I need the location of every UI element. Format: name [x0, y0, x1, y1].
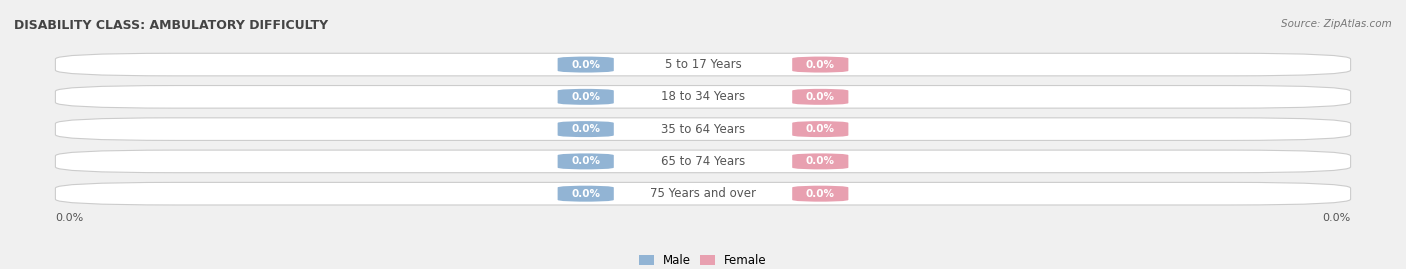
Text: 65 to 74 Years: 65 to 74 Years — [661, 155, 745, 168]
Text: DISABILITY CLASS: AMBULATORY DIFFICULTY: DISABILITY CLASS: AMBULATORY DIFFICULTY — [14, 19, 328, 32]
Text: 75 Years and over: 75 Years and over — [650, 187, 756, 200]
FancyBboxPatch shape — [55, 118, 1351, 140]
Legend: Male, Female: Male, Female — [634, 249, 772, 269]
FancyBboxPatch shape — [558, 89, 614, 105]
FancyBboxPatch shape — [55, 86, 1351, 108]
Text: 35 to 64 Years: 35 to 64 Years — [661, 123, 745, 136]
Text: 0.0%: 0.0% — [571, 59, 600, 70]
Text: Source: ZipAtlas.com: Source: ZipAtlas.com — [1281, 19, 1392, 29]
Text: 0.0%: 0.0% — [55, 213, 83, 223]
Text: 0.0%: 0.0% — [571, 92, 600, 102]
FancyBboxPatch shape — [558, 186, 614, 202]
Text: 0.0%: 0.0% — [806, 124, 835, 134]
Text: 0.0%: 0.0% — [806, 189, 835, 199]
Text: 0.0%: 0.0% — [571, 156, 600, 167]
FancyBboxPatch shape — [55, 182, 1351, 205]
Text: 5 to 17 Years: 5 to 17 Years — [665, 58, 741, 71]
Text: 18 to 34 Years: 18 to 34 Years — [661, 90, 745, 103]
FancyBboxPatch shape — [55, 150, 1351, 173]
FancyBboxPatch shape — [792, 186, 848, 202]
FancyBboxPatch shape — [792, 89, 848, 105]
FancyBboxPatch shape — [792, 121, 848, 137]
FancyBboxPatch shape — [558, 153, 614, 169]
Text: 0.0%: 0.0% — [806, 156, 835, 167]
FancyBboxPatch shape — [55, 53, 1351, 76]
Text: 0.0%: 0.0% — [806, 59, 835, 70]
Text: 0.0%: 0.0% — [806, 92, 835, 102]
Text: 0.0%: 0.0% — [571, 124, 600, 134]
FancyBboxPatch shape — [558, 121, 614, 137]
FancyBboxPatch shape — [792, 56, 848, 73]
FancyBboxPatch shape — [792, 153, 848, 169]
Text: 0.0%: 0.0% — [571, 189, 600, 199]
Text: 0.0%: 0.0% — [1323, 213, 1351, 223]
FancyBboxPatch shape — [558, 56, 614, 73]
